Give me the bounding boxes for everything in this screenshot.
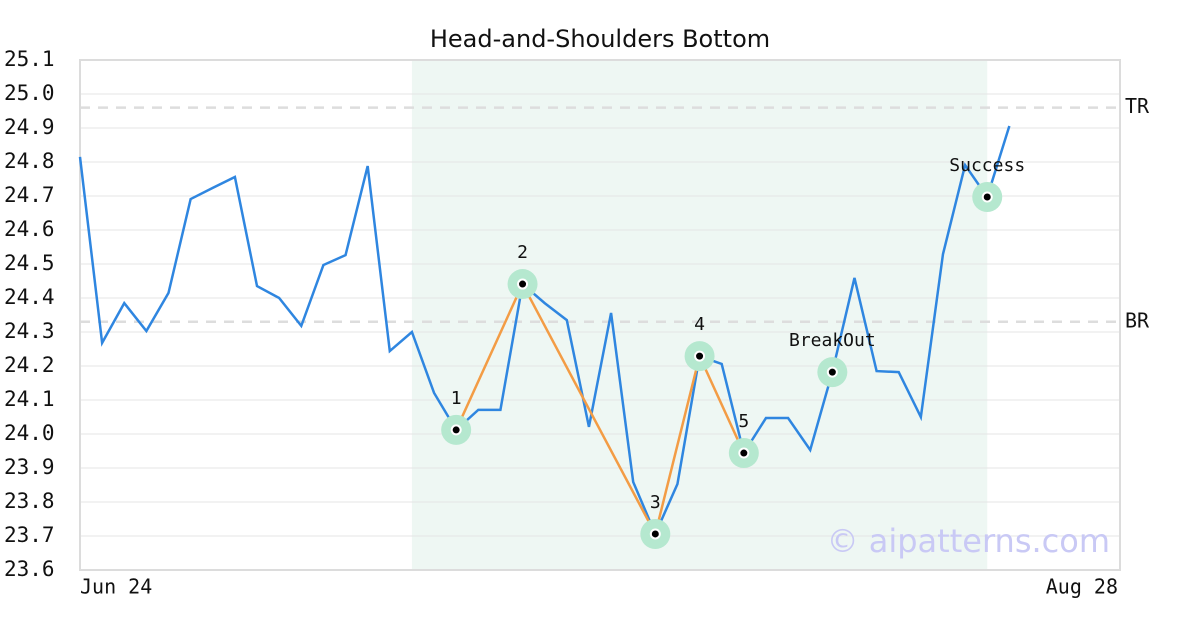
y-tick-label: 25.1 bbox=[4, 47, 55, 71]
event-marker-label: BreakOut bbox=[789, 330, 876, 351]
price-line bbox=[78, 125, 1011, 538]
y-tick-label: 24.3 bbox=[4, 319, 55, 343]
y-tick-label: 24.1 bbox=[4, 387, 55, 411]
y-tick-label: 24.4 bbox=[4, 285, 55, 309]
pattern-point-label: 3 bbox=[650, 492, 661, 513]
y-tick-label: 23.8 bbox=[4, 489, 55, 513]
pattern-point-label: 4 bbox=[694, 314, 705, 335]
y-tick-label: 24.2 bbox=[4, 353, 55, 377]
pattern-point-label: 1 bbox=[451, 388, 462, 409]
event-marker-label: Success bbox=[949, 155, 1025, 176]
pattern-point-label: 2 bbox=[517, 242, 528, 263]
y-tick-label: 24.6 bbox=[4, 217, 55, 241]
y-tick-label: 23.7 bbox=[4, 523, 55, 547]
pattern-point bbox=[738, 447, 750, 459]
event-marker bbox=[981, 191, 993, 203]
y-tick-label: 23.9 bbox=[4, 455, 55, 479]
pattern-point bbox=[694, 350, 706, 362]
x-tick-label: Aug 28 bbox=[1046, 575, 1118, 599]
y-tick-label: 24.9 bbox=[4, 115, 55, 139]
plot-frame bbox=[79, 59, 1121, 571]
pattern-point-label: 5 bbox=[738, 411, 749, 432]
pattern-point bbox=[517, 278, 529, 290]
y-tick-label: 25.0 bbox=[4, 81, 55, 105]
y-tick-label: 24.7 bbox=[4, 183, 55, 207]
y-tick-label: 23.6 bbox=[4, 557, 55, 581]
level-label: BR bbox=[1125, 308, 1150, 332]
watermark: © aipatterns.com bbox=[827, 522, 1110, 560]
y-tick-label: 24.0 bbox=[4, 421, 55, 445]
y-tick-label: 24.8 bbox=[4, 149, 55, 173]
pattern-point bbox=[649, 528, 661, 540]
level-label: TR bbox=[1125, 94, 1150, 118]
x-tick-label: Jun 24 bbox=[80, 575, 152, 599]
event-marker bbox=[826, 366, 838, 378]
pattern-point bbox=[450, 424, 462, 436]
chart-title: Head-and-Shoulders Bottom bbox=[430, 25, 770, 53]
y-tick-label: 24.5 bbox=[4, 251, 55, 275]
